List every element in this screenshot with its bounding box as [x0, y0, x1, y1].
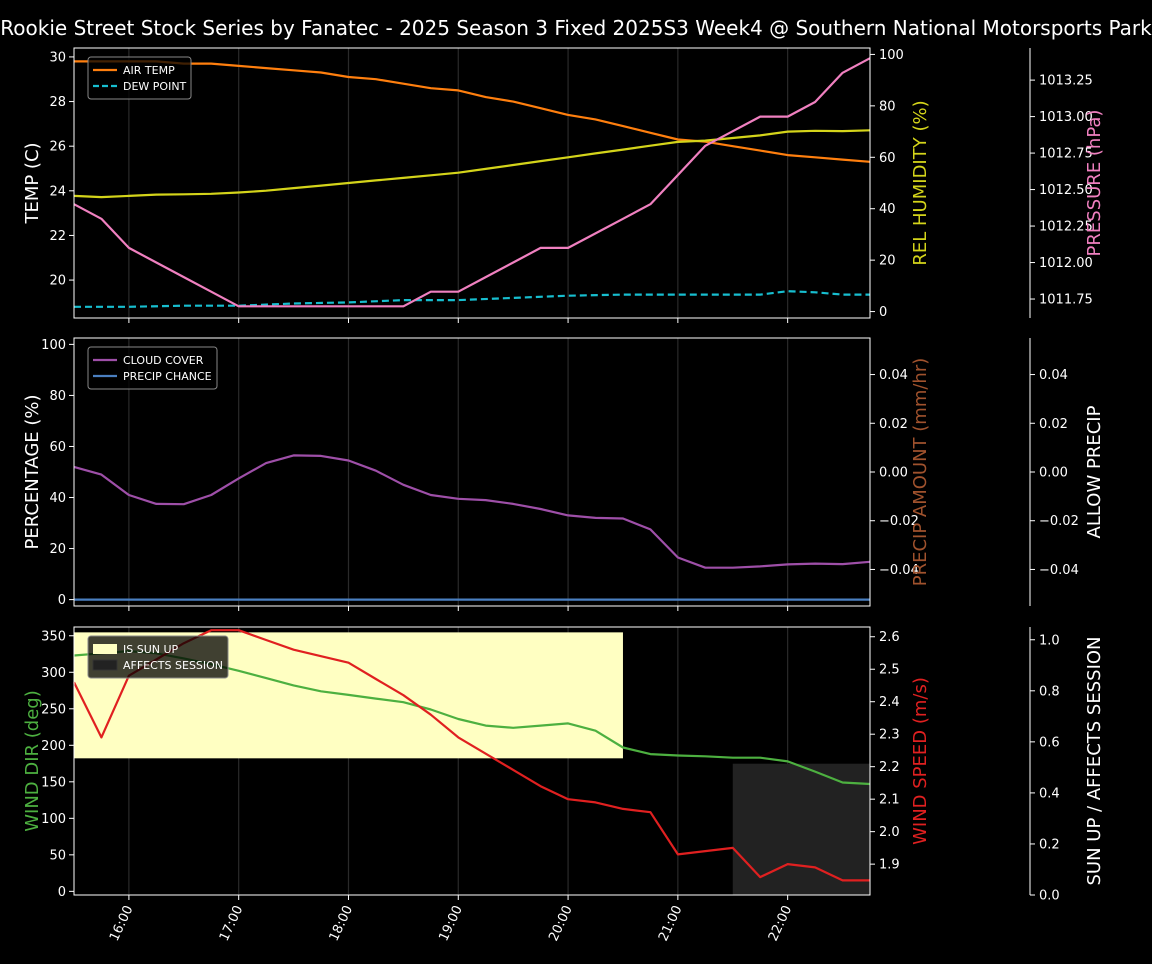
y-axis-label: PERCENTAGE (%) [22, 394, 43, 549]
y-axis-label: PRESSURE (hPa) [1084, 110, 1105, 257]
y-tick-label: 0.04 [1039, 368, 1068, 383]
y-tick-label: 40 [49, 491, 66, 506]
y-tick-label: 0.04 [879, 368, 908, 383]
wind-speed-line [73, 629, 870, 882]
y-axis-label: WIND SPEED (m/s) [910, 677, 931, 845]
y-axis-label: ALLOW PRECIP [1084, 405, 1105, 538]
y-tick-label: 2.0 [879, 825, 900, 840]
plot-frame [73, 626, 871, 896]
y-tick-label: 350 [41, 629, 66, 644]
y-tick-label: 1.9 [879, 858, 900, 873]
y-tick-label: 2.4 [879, 695, 900, 710]
y-tick-label: −0.02 [1039, 514, 1079, 529]
rel-humidity-line [73, 129, 871, 199]
y-tick-label: 150 [41, 775, 66, 790]
y-tick-label: 60 [49, 440, 66, 455]
air-temp-line [74, 60, 871, 163]
legend-swatch [93, 644, 117, 654]
dew-point-line [74, 290, 870, 308]
y-tick-label: 0.4 [1039, 786, 1060, 801]
y-tick-label: 1012.50 [1039, 183, 1093, 198]
y-axis-label: WIND DIR (deg) [22, 690, 43, 832]
y-tick-label: 1011.75 [1039, 293, 1093, 308]
legend-box [87, 635, 229, 679]
legend-box [87, 56, 192, 100]
y-tick-label: 26 [49, 140, 66, 155]
y-tick-label: 1013.25 [1039, 74, 1093, 89]
y-tick-label: 100 [879, 48, 904, 63]
panel-2: 0 20 40 60 80 100 PERCENTAGE (%) 0.04 0.02 0.00 −0… [22, 337, 1105, 611]
y-tick-label: 0.00 [1039, 466, 1068, 481]
y-tick-label: 100 [41, 812, 66, 827]
y-tick-label: 1012.25 [1039, 220, 1093, 235]
legend-swatch [92, 659, 118, 671]
y-tick-label: 28 [49, 95, 66, 110]
pressure-line [73, 57, 871, 308]
legend-label: AFFECTS SESSION [123, 659, 223, 672]
y-tick-label: 80 [49, 389, 66, 404]
legend-label: PRECIP CHANCE [123, 370, 212, 383]
y-tick-label: 1.0 [1039, 633, 1060, 648]
y-tick-label: 24 [49, 184, 66, 199]
y-tick-label: 300 [41, 666, 66, 681]
y-tick-label: 20 [49, 274, 66, 289]
y-tick-label: 2.5 [879, 663, 900, 678]
y-axis-label: REL HUMIDITY (%) [910, 100, 931, 265]
legend-label: CLOUD COVER [123, 354, 204, 367]
y-tick-label: 0 [879, 305, 887, 320]
y-tick-label: 0 [58, 593, 66, 608]
y-tick-label: 20 [879, 254, 896, 269]
plot-frame [73, 47, 871, 319]
y-tick-label: 50 [49, 848, 66, 863]
y-tick-label: 100 [41, 338, 66, 353]
y-tick-label: 0.8 [1039, 684, 1060, 699]
legend: CLOUD COVER PRECIP CHANCE [87, 346, 218, 390]
legend-label: AIR TEMP [123, 64, 175, 77]
y-tick-label: 0.2 [1039, 837, 1060, 852]
y-tick-label: 1012.00 [1039, 256, 1093, 271]
legend-label: IS SUN UP [123, 643, 179, 656]
y-tick-label: 2.6 [879, 630, 900, 645]
y-tick-label: 2.3 [879, 728, 900, 743]
y-tick-label: 0.6 [1039, 735, 1060, 750]
y-tick-label: 0.00 [879, 466, 908, 481]
y-tick-label: −0.04 [1039, 563, 1079, 578]
y-tick-label: −0.02 [879, 514, 919, 529]
legend-label: DEW POINT [123, 80, 187, 93]
y-tick-label: 60 [879, 151, 896, 166]
y-tick-label: 200 [41, 739, 66, 754]
y-tick-label: 1013.00 [1039, 110, 1093, 125]
y-tick-label: 80 [879, 99, 896, 114]
y-tick-label: 0.02 [1039, 417, 1068, 432]
legend: AIR TEMP DEW POINT [87, 56, 192, 100]
y-tick-label: −0.04 [879, 563, 919, 578]
y-tick-label: 2.1 [879, 793, 900, 808]
y-tick-label: 22 [49, 229, 66, 244]
panel-1: 20 22 24 26 28 30 TEMP (C) 0 20 40 60 80 100 REL HUMI… [22, 47, 1105, 323]
y-tick-label: 250 [41, 702, 66, 717]
y-axis-label: SUN UP / AFFECTS SESSION [1084, 636, 1105, 885]
y-tick-label: 40 [879, 202, 896, 217]
y-tick-label: 2.2 [879, 760, 900, 775]
y-tick-label: 1012.75 [1039, 147, 1093, 162]
y-tick-label: 0 [58, 885, 66, 900]
y-tick-label: 20 [49, 542, 66, 557]
y-tick-label: 30 [49, 50, 66, 65]
y-tick-label: 0.02 [879, 417, 908, 432]
cloud-cover-line [73, 454, 871, 569]
chart-title: Rookie Street Stock Series by Fanatec - … [0, 16, 1152, 40]
y-tick-label: 0.0 [1039, 889, 1060, 904]
y-axis-label: TEMP (C) [22, 142, 43, 224]
legend: IS SUN UP AFFECTS SESSION [87, 635, 229, 679]
legend-box [87, 346, 218, 390]
y-axis-label: PRECIP AMOUNT (mm/hr) [910, 358, 931, 587]
